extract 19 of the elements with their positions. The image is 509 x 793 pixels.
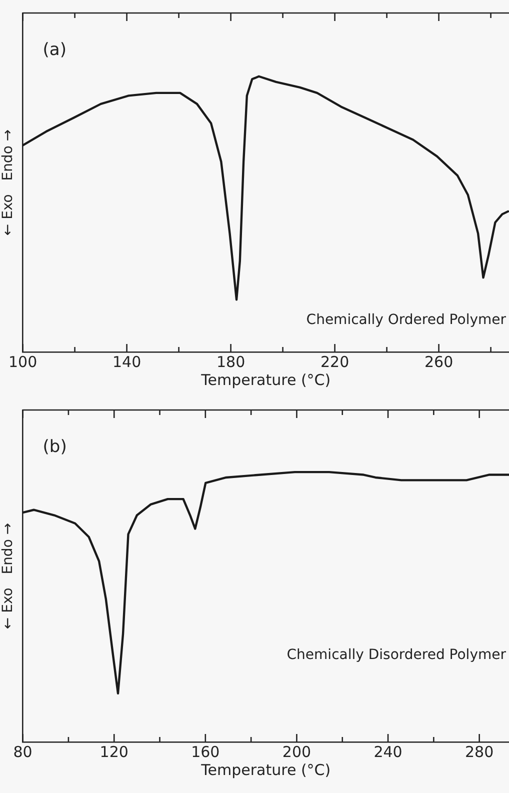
x-tick-label: 240 (374, 742, 402, 761)
x-tick-label: 100 (8, 352, 38, 371)
text: (b) (42, 437, 67, 457)
x-tick-label: 280 (465, 742, 494, 761)
text: (a) (42, 40, 66, 60)
x-tick-label: 140 (112, 352, 142, 371)
x-tick-label: 180 (216, 352, 246, 371)
x-tick-label: 120 (100, 742, 128, 761)
x-tick-label: 80 (13, 742, 32, 761)
annotation: Chemically Ordered Polymer (306, 312, 506, 328)
y-axis-title: ← Exo Endo → (0, 129, 16, 236)
x-tick-label: 200 (282, 742, 312, 761)
y-axis-title: ← Exo Endo → (0, 522, 16, 630)
x-tick-label: 260 (424, 352, 454, 371)
x-axis-title: Temperature (°C) (200, 760, 331, 779)
x-axis-title: Temperature (°C) (200, 370, 331, 389)
x-tick-label: 160 (191, 742, 220, 761)
x-tick-label: 220 (320, 352, 350, 371)
annotation: Chemically Disordered Polymer (286, 647, 506, 663)
